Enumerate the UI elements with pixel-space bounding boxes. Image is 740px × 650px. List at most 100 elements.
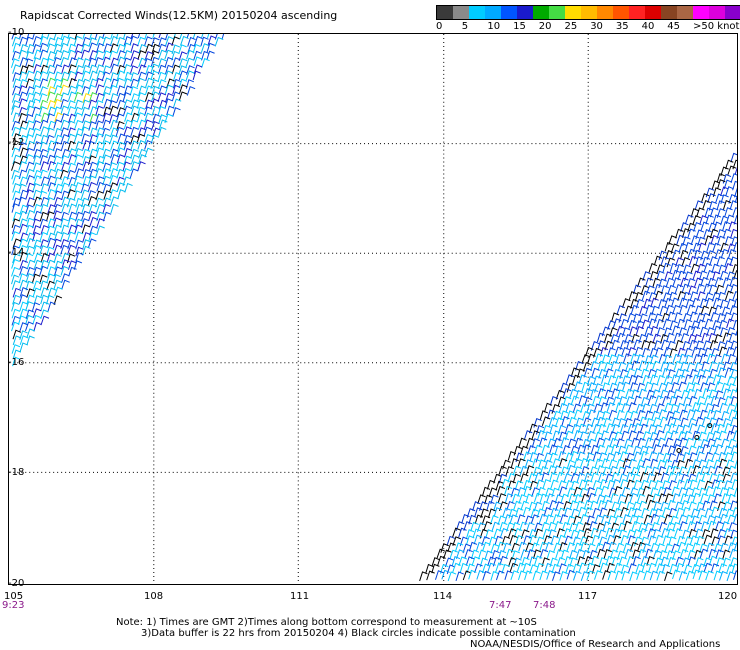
wind-barb (632, 528, 642, 539)
wind-barb (557, 507, 566, 518)
wind-barb (536, 508, 546, 519)
wind-barb (25, 273, 35, 283)
wind-barb (89, 92, 98, 102)
time-label-right: 7:48 (533, 600, 556, 611)
wind-barb (504, 570, 513, 580)
wind-barb (658, 409, 668, 419)
wind-barb (491, 550, 500, 560)
wind-barb (672, 277, 681, 287)
wind-barb (655, 563, 665, 573)
legend-swatch (661, 6, 677, 19)
wind-barb (40, 294, 49, 305)
wind-barb (18, 106, 27, 117)
wind-barb (46, 34, 50, 40)
wind-barb (54, 260, 63, 271)
wind-barb (697, 347, 706, 358)
wind-barb (630, 466, 640, 477)
wind-barb (185, 57, 195, 68)
wind-barb (605, 527, 615, 538)
wind-barb (630, 353, 639, 364)
wind-barb (103, 197, 112, 208)
wind-barb (52, 57, 62, 67)
wind-barb (541, 472, 550, 482)
wind-barb (732, 291, 737, 301)
wind-barb (726, 564, 735, 574)
wind-barb (665, 250, 674, 260)
wind-barb (617, 361, 627, 372)
wind-barb (47, 287, 57, 298)
wind-barb (192, 34, 196, 40)
wind-barb (123, 36, 133, 46)
wind-barb (580, 403, 589, 413)
wind-barb (560, 493, 570, 504)
wind-barb (150, 98, 160, 109)
wind-barb (660, 256, 670, 266)
wind-barb (571, 423, 581, 434)
wind-barb (67, 43, 77, 54)
wind-barb (596, 548, 606, 559)
wind-barb (488, 536, 497, 547)
wind-barb (60, 140, 70, 151)
wind-barb (684, 214, 694, 225)
wind-barb (47, 120, 57, 131)
wind-barb (684, 458, 694, 469)
wind-barb (619, 507, 629, 517)
wind-barb (451, 556, 461, 566)
wind-barb (695, 416, 704, 427)
wind-barb (630, 437, 640, 448)
wind-barb (600, 402, 609, 412)
wind-barb (497, 493, 507, 503)
wind-barb (583, 472, 593, 483)
wind-barb (727, 465, 737, 476)
wind-barb (612, 528, 622, 539)
wind-barb (123, 140, 132, 151)
wind-barb (649, 458, 659, 469)
wind-barb (95, 77, 104, 88)
wind-barb (666, 257, 676, 268)
wind-barb (731, 263, 737, 274)
wind-barb (46, 154, 56, 165)
wind-barb (519, 521, 528, 532)
wind-barb (80, 49, 90, 60)
wind-barb (599, 507, 608, 518)
wind-barb (158, 37, 167, 47)
wind-barb (81, 120, 91, 130)
wind-barb (589, 466, 598, 476)
wind-barb (710, 403, 720, 414)
wind-barb (659, 389, 669, 400)
wind-barb (655, 403, 665, 414)
wind-barb (24, 58, 34, 68)
wind-barb (54, 183, 64, 194)
wind-barb (711, 479, 720, 490)
wind-barb (38, 93, 48, 103)
wind-barb (68, 113, 77, 124)
wind-barb (718, 430, 727, 441)
wind-barb (157, 105, 166, 116)
wind-barb (60, 238, 69, 249)
wind-barb (587, 438, 597, 449)
wind-barb (612, 396, 621, 407)
wind-barb (663, 375, 673, 385)
wind-barb (87, 140, 96, 151)
wind-barb (730, 424, 737, 435)
wind-barb (723, 340, 733, 350)
wind-barb (33, 49, 43, 60)
wind-barb (591, 564, 601, 574)
wind-barb (722, 466, 731, 477)
wind-barb (563, 528, 572, 538)
wind-barb (707, 193, 716, 203)
wind-barb (87, 57, 97, 68)
wind-barb (509, 514, 519, 525)
wind-barb (646, 472, 655, 483)
wind-barb (116, 64, 126, 75)
wind-barb (565, 563, 574, 574)
wind-barb (603, 333, 613, 344)
wind-barb (712, 187, 722, 197)
wind-barb (68, 91, 77, 102)
wind-barb (594, 431, 603, 442)
wind-barb (11, 321, 20, 332)
wind-barb (684, 543, 694, 553)
wind-barb (513, 527, 523, 538)
wind-barb (662, 452, 672, 463)
wind-barb (647, 340, 656, 351)
